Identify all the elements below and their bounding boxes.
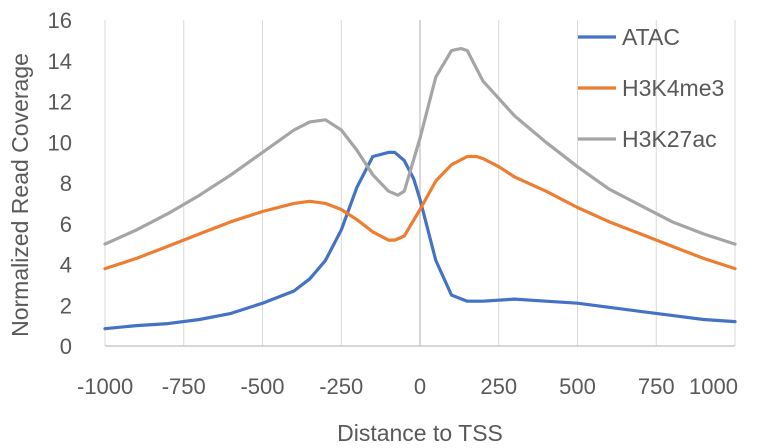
- series-line-atac: [103, 150, 737, 331]
- x-axis-ticks: -1000 -750 -500 -250 0 250 500 750 1000: [77, 374, 738, 399]
- y-tick-label: 16: [48, 8, 72, 33]
- legend: ATAC H3K4me3 H3K27ac: [578, 24, 724, 152]
- y-tick-label: 10: [48, 130, 72, 155]
- series-line-h3k27ac: [103, 46, 737, 246]
- x-tick-label: 0: [414, 374, 426, 399]
- y-tick-label: 4: [60, 253, 72, 278]
- axes: [105, 20, 735, 347]
- y-axis-ticks: 0 2 4 6 8 10 12 14 16: [48, 8, 72, 359]
- y-tick-label: 14: [48, 49, 72, 74]
- y-tick-label: 0: [60, 334, 72, 359]
- series-lines: [103, 46, 737, 331]
- legend-label-h3k27ac: H3K27ac: [622, 126, 717, 152]
- x-tick-label: -1000: [77, 374, 133, 399]
- x-tick-label: -250: [319, 374, 363, 399]
- grid-lines: [104, 20, 736, 346]
- x-tick-label: 250: [480, 374, 517, 399]
- x-tick-label: 750: [638, 374, 675, 399]
- y-tick-label: 8: [60, 171, 72, 196]
- series-line-h3k4me3: [103, 154, 737, 271]
- legend-label-atac: ATAC: [622, 24, 680, 50]
- x-axis-title: Distance to TSS: [337, 420, 503, 446]
- y-tick-label: 2: [60, 293, 72, 318]
- y-tick-label: 12: [48, 90, 72, 115]
- x-tick-label: -750: [162, 374, 206, 399]
- y-tick-label: 6: [60, 212, 72, 237]
- x-tick-label: 1000: [689, 374, 738, 399]
- legend-label-h3k4me3: H3K4me3: [622, 75, 724, 101]
- y-axis-title: Normalized Read Coverage: [7, 53, 33, 337]
- x-tick-label: -500: [240, 374, 284, 399]
- x-tick-label: 500: [559, 374, 596, 399]
